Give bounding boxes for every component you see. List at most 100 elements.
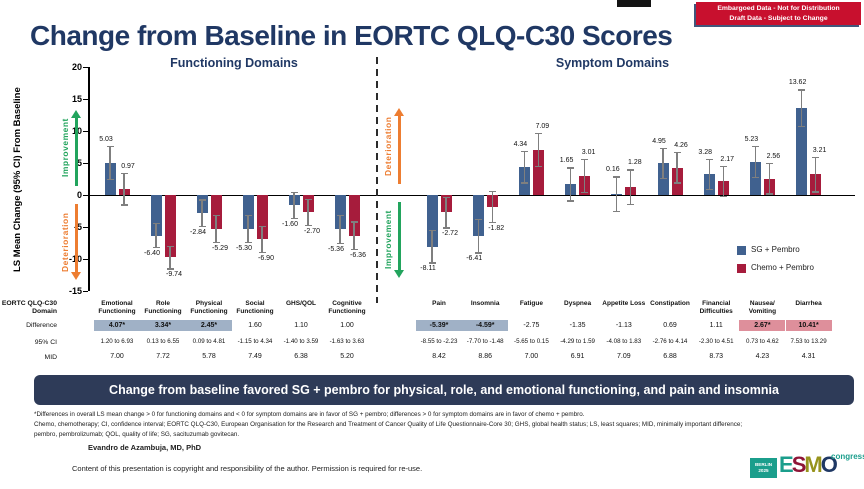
- error-bar-cap: [428, 262, 436, 264]
- bar-value-label: -9.74: [166, 271, 182, 279]
- esmo-letter-o: O: [820, 452, 838, 477]
- table-difference-cell: 3.34*: [140, 320, 186, 331]
- table-difference-cell: 2.67*: [739, 320, 786, 331]
- section-divider-dashed-line: [376, 57, 378, 303]
- table-mid-cell: 7.72: [156, 353, 170, 360]
- bar-chemo: [532, 149, 544, 195]
- y-axis-tick-label: 15: [71, 94, 82, 104]
- table-difference-cell: 1.11: [709, 322, 723, 329]
- y-axis-tick-label: -5: [73, 222, 82, 232]
- table-difference-cell: 4.07*: [94, 320, 140, 331]
- table-domain-header: Cognitive Functioning: [328, 300, 366, 315]
- error-bar: [445, 196, 447, 229]
- error-bar-cap: [705, 188, 713, 191]
- bar-value-label: -6.36: [350, 252, 366, 260]
- table-mid-cell: 5.20: [340, 353, 354, 360]
- top-marker: [617, 0, 651, 7]
- bar-chemo: [210, 195, 222, 229]
- table-mid-cell: 8.73: [709, 353, 723, 360]
- functioning-deterioration-label: Deterioration: [60, 212, 70, 272]
- error-bar: [616, 176, 618, 212]
- table-difference-cell: -1.13: [615, 322, 632, 329]
- error-bar-cap: [350, 221, 358, 223]
- y-axis-tick: [83, 66, 88, 68]
- bar-chemo: [164, 195, 176, 258]
- bar-chemo: [256, 195, 268, 240]
- section-title-functioning: Functioning Domains: [170, 56, 298, 70]
- legend-label-chemo: Chemo + Pembro: [751, 263, 814, 272]
- error-bar: [169, 245, 171, 270]
- error-bar: [491, 190, 493, 224]
- error-bar: [477, 218, 479, 254]
- error-bar: [630, 169, 632, 205]
- error-bar: [768, 163, 771, 195]
- bar-value-label: 2.56: [766, 153, 781, 160]
- arrow-down-icon: [71, 272, 81, 280]
- table-domain-header: Appetite Loss: [602, 300, 646, 307]
- table-ci-cell: 7.53 to 13.29: [790, 338, 827, 345]
- error-bar-cap: [198, 226, 206, 228]
- table-mid-cell: 5.78: [202, 353, 216, 360]
- error-bar-cap: [581, 158, 589, 160]
- table-domain-header: Pain: [432, 300, 446, 307]
- table-mid-cell: 7.00: [524, 353, 539, 360]
- error-bar: [109, 145, 111, 180]
- error-bar-cap: [244, 242, 252, 244]
- error-bar-cap: [290, 191, 298, 194]
- table-rowlabel-domain-line1: EORTC QLQ-C30: [1, 300, 57, 307]
- functioning-deterioration-arrow-line: [75, 204, 78, 273]
- y-axis-tick: [83, 194, 88, 196]
- error-bar-cap: [244, 214, 252, 217]
- table-difference-cell: 1.60: [248, 322, 262, 329]
- table-ci-cell: -1.15 to 4.34: [237, 338, 273, 345]
- table-domain-header: Physical Functioning: [190, 300, 228, 315]
- table-domain-header: Nausea/ Vomiting: [748, 300, 777, 315]
- table-mid-cell: 4.23: [755, 353, 770, 360]
- bar-value-label: -5.36: [328, 245, 344, 253]
- error-bar: [431, 230, 433, 264]
- error-bar: [722, 165, 724, 197]
- error-bar: [708, 158, 710, 190]
- error-bar-cap: [798, 89, 806, 91]
- bar-value-label: -2.70: [304, 227, 320, 235]
- bar-sg: [472, 195, 484, 237]
- error-bar-cap: [673, 152, 681, 154]
- page-title: Change from Baseline in EORTC QLQ-C30 Sc…: [30, 20, 673, 51]
- error-bar-cap: [120, 204, 128, 206]
- symptom-deterioration-label: Deterioration: [383, 116, 393, 176]
- error-bar-cap: [106, 145, 114, 148]
- bar-value-label: -1.82: [488, 225, 505, 233]
- copyright-notice: Content of this presentation is copyrigh…: [72, 464, 423, 473]
- bar-value-label: 3.01: [581, 148, 596, 156]
- error-bar-cap: [166, 268, 174, 270]
- table-rowlabel-domain-line2: Domain: [32, 308, 57, 315]
- y-axis-tick: [83, 98, 88, 100]
- legend-swatch-sg: [737, 246, 746, 255]
- table-difference-cell: 10.41*: [785, 320, 832, 331]
- error-bar-cap: [442, 196, 450, 199]
- legend-swatch-chemo: [737, 264, 746, 273]
- table-domain-header: Diarrhea: [795, 300, 822, 307]
- bar-value-label: 0.16: [605, 166, 620, 174]
- table-difference-cell: -1.35: [569, 322, 586, 329]
- table-ci-cell: -7.70 to -1.48: [466, 338, 504, 345]
- bar-sg: [426, 195, 438, 247]
- y-axis-tick: [83, 226, 88, 228]
- error-bar-cap: [534, 165, 542, 168]
- table-ci-cell: -2.76 to 4.14: [652, 338, 688, 345]
- error-bar-cap: [166, 245, 174, 247]
- error-bar-cap: [765, 193, 773, 195]
- bar-value-label: 4.26: [674, 142, 688, 150]
- esmo-venue-box: BERLIN 2025: [750, 458, 777, 478]
- table-mid-cell: 4.31: [801, 353, 816, 360]
- error-bar-cap: [719, 165, 727, 167]
- bar-value-label: 3.28: [698, 148, 712, 156]
- symptom-improvement-arrow-line: [398, 202, 401, 271]
- embargo-badge-line2: Draft Data - Subject to Change: [729, 15, 828, 22]
- error-bar: [570, 167, 572, 202]
- table-mid-cell: 7.00: [110, 353, 124, 360]
- y-axis-tick: [83, 130, 88, 132]
- error-bar-cap: [659, 178, 667, 180]
- error-bar: [815, 156, 817, 193]
- y-axis-tick-label: -15: [68, 286, 82, 296]
